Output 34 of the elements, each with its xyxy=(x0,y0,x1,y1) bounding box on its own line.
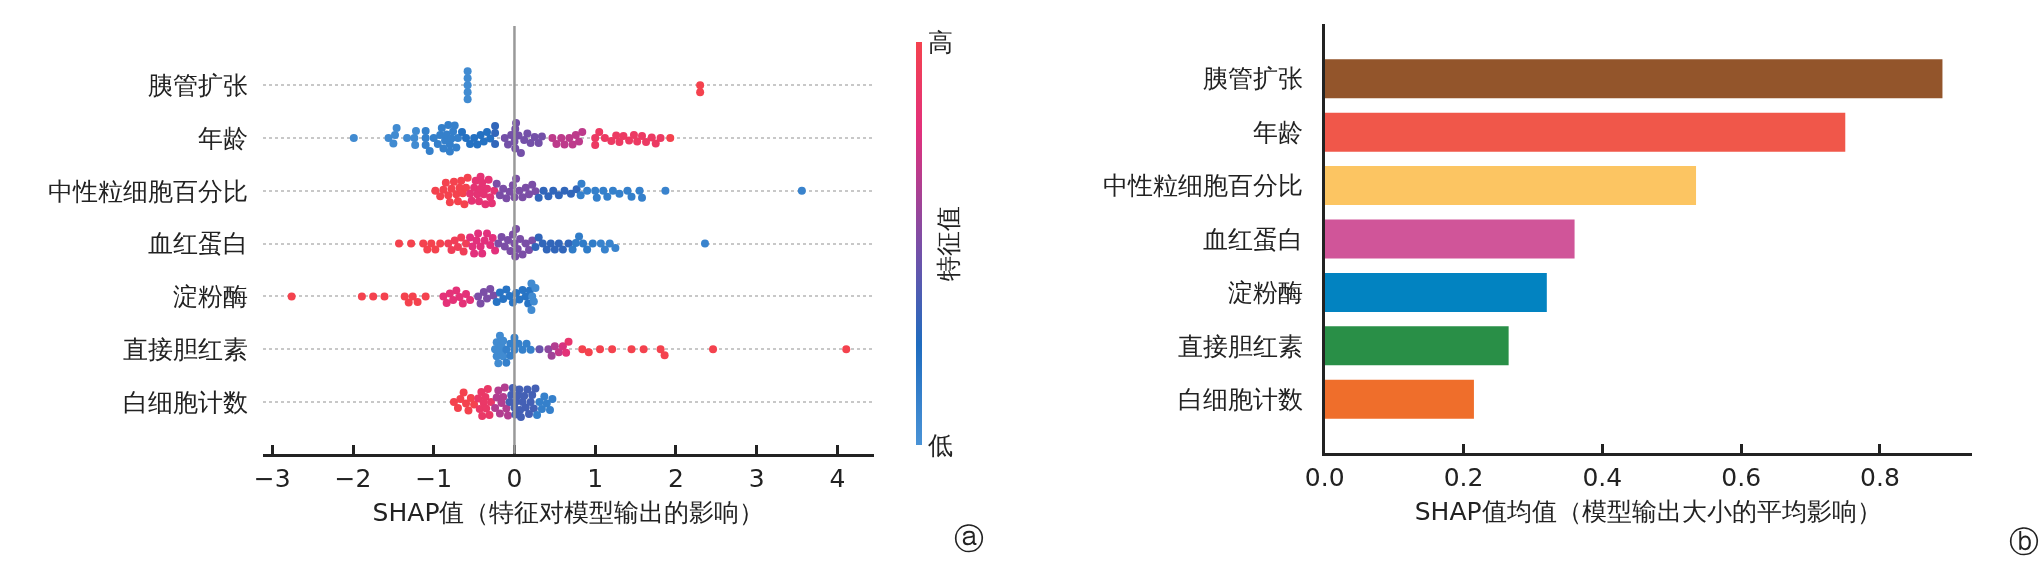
x-tick-label: −1 xyxy=(415,463,453,493)
y-tick-label: 白细胞计数 xyxy=(1177,385,1303,414)
y-tick-label: 胰管扩张 xyxy=(1202,64,1303,94)
x-tick-label: 4 xyxy=(829,463,846,493)
x-tick-label: 3 xyxy=(748,463,765,493)
x-tick-label: 0 xyxy=(506,463,523,493)
x-tick-label: −3 xyxy=(253,463,291,493)
y-tick-label: 直接胆红素 xyxy=(1177,331,1303,361)
x-axis-title: SHAP值均值（模型输出大小的平均影响） xyxy=(1414,496,1882,526)
color-bar-label: 低 xyxy=(927,430,953,460)
y-tick-label: 淀粉酶 xyxy=(173,282,249,312)
x-tick-label: 2 xyxy=(667,463,684,493)
y-tick-label: 血红蛋白 xyxy=(148,229,249,259)
color-bar-label: 高 xyxy=(927,27,953,57)
text: ⓑ xyxy=(2009,524,2039,559)
x-tick-label: 0.8 xyxy=(1860,462,1900,492)
color-bar-title: 特征值 xyxy=(934,206,963,281)
x-tick-label: 0.4 xyxy=(1582,462,1623,492)
y-tick-label: 年龄 xyxy=(198,123,249,153)
y-tick-label: 胰管扩张 xyxy=(148,70,249,100)
x-tick-label: 0.0 xyxy=(1304,462,1345,492)
y-tick-label: 淀粉酶 xyxy=(1227,278,1303,308)
x-tick-label: −2 xyxy=(334,463,372,493)
y-tick-label: 白细胞计数 xyxy=(123,387,249,417)
y-tick-label: 血红蛋白 xyxy=(1202,224,1303,254)
text: ⓐ xyxy=(954,521,984,556)
y-tick-label: 中性粒细胞百分比 xyxy=(48,176,249,206)
y-tick-label: 直接胆红素 xyxy=(123,334,249,364)
y-tick-label: 中性粒细胞百分比 xyxy=(1102,171,1303,201)
x-tick-label: 0.6 xyxy=(1721,462,1762,492)
x-axis-title: SHAP值（特征对模型输出的影响） xyxy=(372,497,765,527)
y-tick-label: 年龄 xyxy=(1252,117,1303,147)
x-tick-label: 1 xyxy=(587,463,604,493)
x-tick-label: 0.2 xyxy=(1443,462,1484,492)
